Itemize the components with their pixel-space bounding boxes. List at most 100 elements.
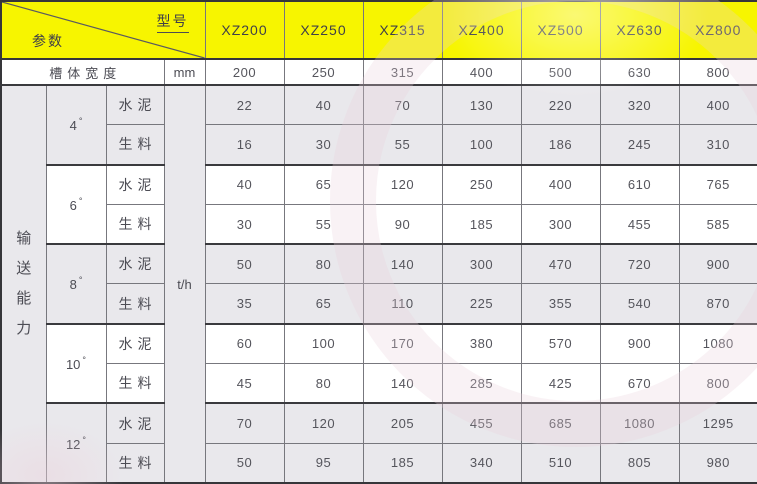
capacity-value: 320 xyxy=(599,84,680,126)
capacity-value: 585 xyxy=(678,203,757,245)
capacity-row-10deg-raw: 生料 45 80 140 285 425 670 800 xyxy=(1,363,757,404)
capacity-label-char: 力 xyxy=(16,320,32,337)
capacity-value: 16 xyxy=(204,124,285,166)
capacity-label-cell: 输 送 能 力 xyxy=(0,84,47,484)
model-header-cell: XZ400 xyxy=(441,0,522,60)
trough-width-value: 800 xyxy=(678,58,757,86)
angle-value: 8 xyxy=(69,277,77,293)
capacity-value: 185 xyxy=(441,203,522,245)
capacity-row-12deg-cement: 12 ° 水泥 70 120 205 455 685 1080 1295 xyxy=(1,402,757,484)
capacity-value: 55 xyxy=(362,124,443,166)
degree-symbol: ° xyxy=(82,355,87,366)
capacity-value: 900 xyxy=(678,243,757,285)
capacity-row-8deg-cement: 8 ° 水泥 50 80 140 300 470 720 900 xyxy=(1,243,757,325)
capacity-value: 65 xyxy=(283,283,364,325)
capacity-row-4deg-raw: 生料 16 30 55 100 186 245 310 xyxy=(1,124,757,166)
degree-symbol: ° xyxy=(78,195,83,206)
capacity-value: 285 xyxy=(441,363,522,404)
model-header-cell: XZ200 xyxy=(204,0,285,60)
capacity-value: 140 xyxy=(362,243,443,285)
capacity-value: 40 xyxy=(204,163,285,205)
capacity-value: 765 xyxy=(678,163,757,205)
capacity-value: 45 xyxy=(204,363,285,404)
capacity-value: 900 xyxy=(599,322,680,365)
angle-value: 10 xyxy=(65,357,81,373)
capacity-value: 110 xyxy=(362,283,443,325)
trough-width-row: 槽体宽度 mm 200 250 315 400 500 630 800 xyxy=(0,58,757,86)
capacity-value: 80 xyxy=(283,243,364,285)
capacity-value: 30 xyxy=(204,203,285,245)
capacity-row-8deg-raw: 生料 35 65 110 225 355 540 870 xyxy=(1,283,757,325)
capacity-unit-cell: t/h xyxy=(163,84,206,484)
model-header-cell: XZ630 xyxy=(599,0,680,60)
degree-symbol: ° xyxy=(78,116,83,127)
capacity-value: 685 xyxy=(520,402,601,444)
material-cell-cement: 水泥 xyxy=(105,84,165,126)
capacity-value: 50 xyxy=(204,243,285,285)
trough-width-value: 400 xyxy=(441,58,522,86)
capacity-value: 250 xyxy=(441,163,522,205)
material-cell-cement: 水泥 xyxy=(105,402,165,444)
trough-width-value: 250 xyxy=(283,58,364,86)
capacity-value: 55 xyxy=(283,203,364,245)
corner-param-label: 参数 xyxy=(32,33,64,49)
capacity-value: 50 xyxy=(204,442,285,484)
capacity-value: 400 xyxy=(520,163,601,205)
capacity-value: 1080 xyxy=(678,322,757,365)
capacity-value: 380 xyxy=(441,322,522,365)
capacity-value: 300 xyxy=(520,203,601,245)
capacity-label-char: 送 xyxy=(16,260,32,277)
capacity-value: 30 xyxy=(283,124,364,166)
capacity-label-char: 输 xyxy=(16,230,32,247)
capacity-value: 805 xyxy=(599,442,680,484)
capacity-value: 40 xyxy=(283,84,364,126)
capacity-value: 225 xyxy=(441,283,522,325)
capacity-row-6deg-cement: 6 ° 水泥 40 65 120 250 400 610 765 xyxy=(1,163,757,245)
capacity-value: 245 xyxy=(599,124,680,166)
capacity-row-10deg-cement: 10 ° 水泥 60 100 170 380 570 900 1080 xyxy=(1,322,757,404)
trough-width-label: 槽体宽度 xyxy=(0,58,165,86)
angle-cell: 10 ° xyxy=(45,322,107,404)
capacity-value: 720 xyxy=(599,243,680,285)
trough-width-value: 200 xyxy=(204,58,285,86)
model-header-cell: XZ800 xyxy=(678,0,757,60)
capacity-value: 340 xyxy=(441,442,522,484)
capacity-value: 100 xyxy=(441,124,522,166)
angle-value: 4 xyxy=(69,118,77,134)
angle-value: 12 xyxy=(65,436,81,452)
capacity-value: 540 xyxy=(599,283,680,325)
material-cell-raw: 生料 xyxy=(105,203,165,245)
trough-width-value: 630 xyxy=(599,58,680,86)
material-cell-raw: 生料 xyxy=(105,124,165,166)
diagonal-line xyxy=(2,2,205,58)
corner-model-label: 型号 xyxy=(156,11,189,33)
corner-cell: 型号 参数 xyxy=(0,0,206,60)
capacity-value: 980 xyxy=(678,442,757,484)
capacity-value: 65 xyxy=(283,163,364,205)
capacity-value: 355 xyxy=(520,283,601,325)
capacity-value: 186 xyxy=(520,124,601,166)
trough-width-value: 500 xyxy=(520,58,601,86)
material-cell-raw: 生料 xyxy=(105,363,165,404)
capacity-value: 140 xyxy=(362,363,443,404)
capacity-value: 60 xyxy=(204,322,285,365)
model-header-cell: XZ315 xyxy=(362,0,443,60)
capacity-value: 455 xyxy=(441,402,522,444)
material-cell-cement: 水泥 xyxy=(105,243,165,285)
angle-cell: 6 ° xyxy=(45,163,107,245)
material-cell-raw: 生料 xyxy=(105,442,165,484)
capacity-value: 510 xyxy=(520,442,601,484)
model-header-row: 型号 参数 XZ200 XZ250 XZ315 XZ400 XZ500 XZ63… xyxy=(0,0,757,60)
capacity-value: 70 xyxy=(204,402,285,444)
capacity-value: 22 xyxy=(204,84,285,126)
capacity-value: 570 xyxy=(520,322,601,365)
angle-cell: 4 ° xyxy=(45,84,107,166)
angle-cell: 12 ° xyxy=(45,402,107,484)
capacity-value: 870 xyxy=(678,283,757,325)
capacity-value: 800 xyxy=(678,363,757,404)
capacity-value: 130 xyxy=(441,84,522,126)
model-header-cell: XZ250 xyxy=(283,0,364,60)
capacity-value: 610 xyxy=(599,163,680,205)
capacity-value: 120 xyxy=(283,402,364,444)
capacity-row-6deg-raw: 生料 30 55 90 185 300 455 585 xyxy=(1,203,757,245)
